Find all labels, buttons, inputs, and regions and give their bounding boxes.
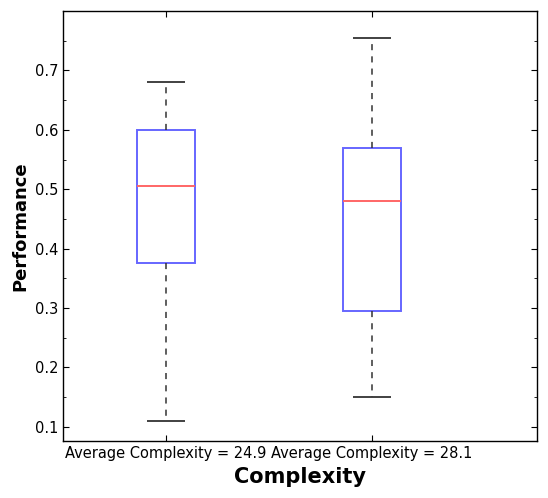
Bar — [137, 130, 195, 263]
X-axis label: Complexity: Complexity — [234, 467, 366, 487]
Y-axis label: Performance: Performance — [11, 161, 29, 291]
Bar — [343, 147, 401, 311]
